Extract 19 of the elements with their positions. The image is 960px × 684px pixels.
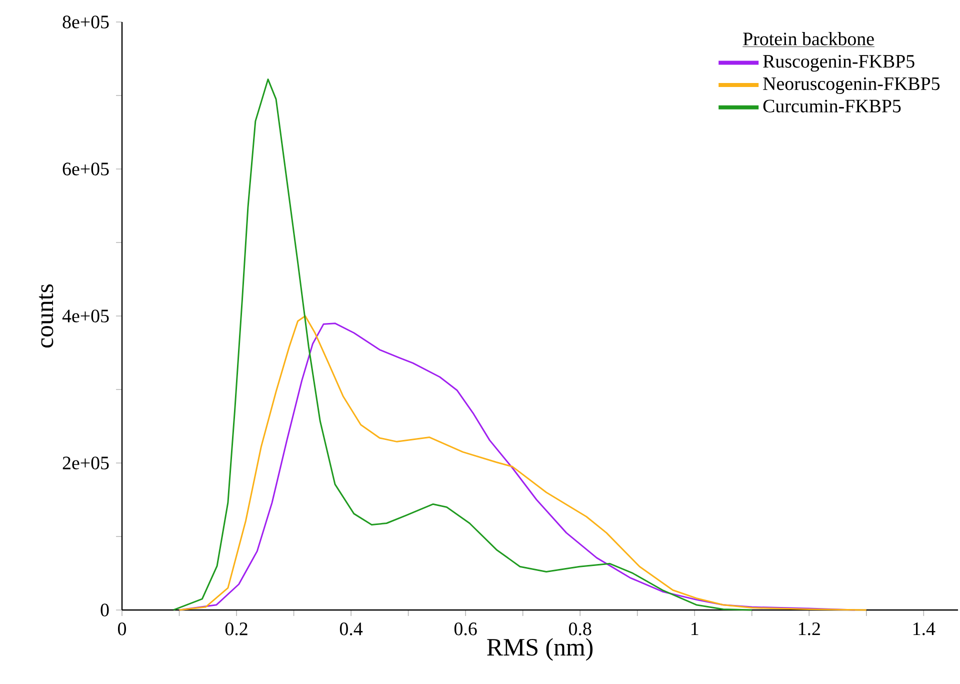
x-tick-label: 1.2 [798,622,820,636]
y-axis-title: counts [38,284,54,348]
legend-label: Neoruscogenin-FKBP5 [763,77,940,94]
x-tick-label: 1 [692,622,698,635]
x-axis-title: RMS (nm) [487,638,593,661]
legend-label: Ruscogenin-FKBP5 [763,55,914,72]
y-tick-label: 0 [100,604,109,616]
x-tick-label: 0.8 [568,622,592,636]
x-tick-label: 0 [118,622,126,636]
x-tick-label: 1.4 [913,622,936,636]
legend-label: Curcumin-FKBP5 [763,100,901,112]
y-tick-label: 4e+05 [62,310,109,322]
x-tick-label: 0.6 [454,622,477,636]
y-tick-label: 8e+05 [62,16,109,28]
x-tick-label: 0.4 [340,622,363,636]
x-tick-label: 0.2 [225,622,248,636]
y-tick-label: 6e+05 [62,162,109,176]
legend-title: Protein backbone [743,32,874,46]
y-tick-label: 2e+05 [62,456,109,470]
